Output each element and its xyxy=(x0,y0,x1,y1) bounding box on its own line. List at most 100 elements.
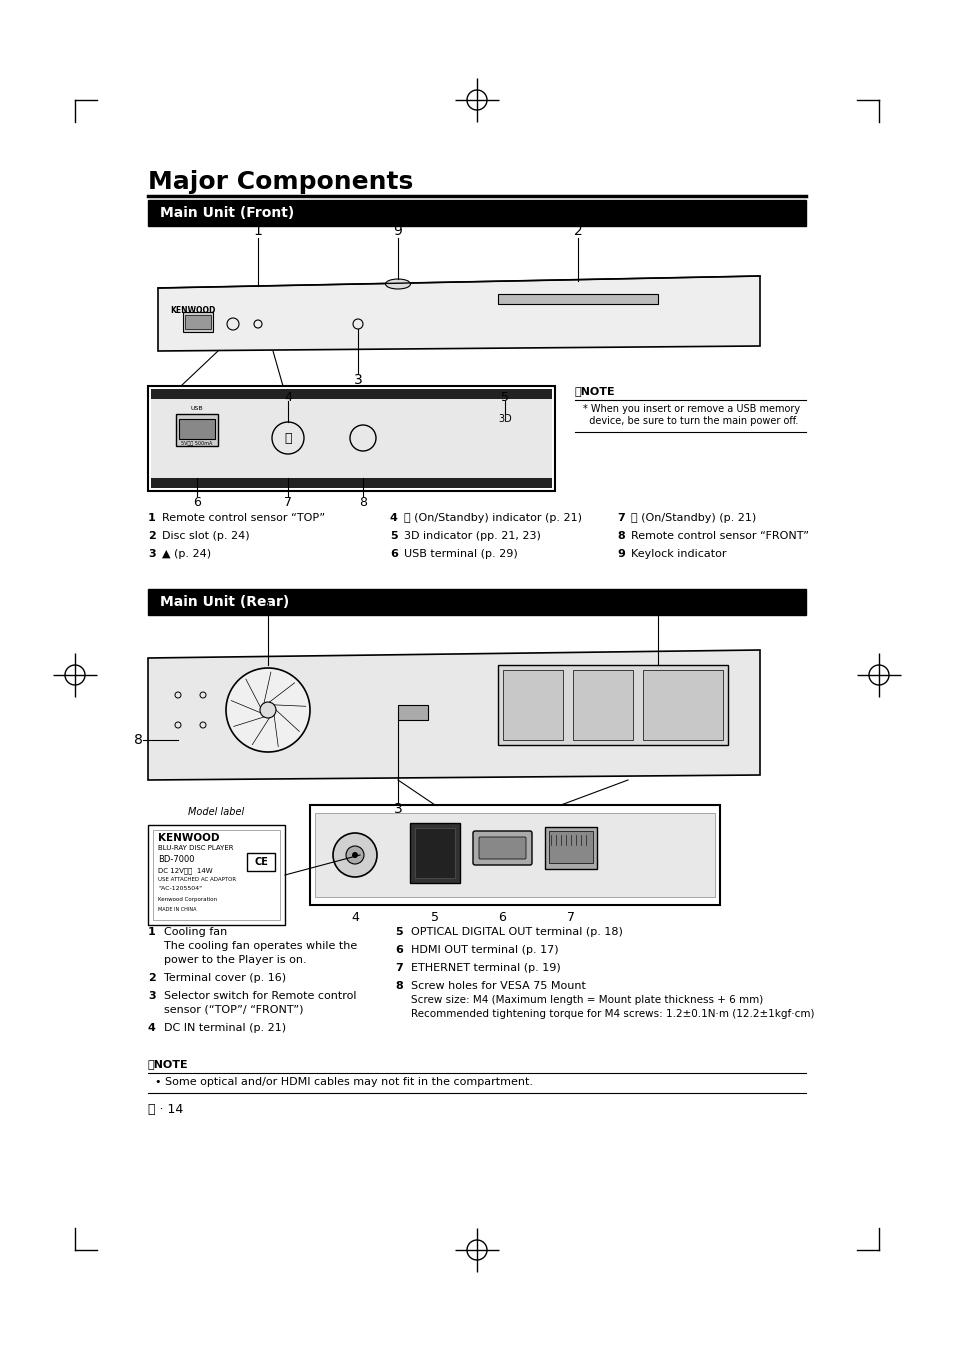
Text: HDMI OUT terminal (p. 17): HDMI OUT terminal (p. 17) xyxy=(411,945,558,954)
Circle shape xyxy=(333,833,376,878)
Text: 3: 3 xyxy=(354,373,362,387)
Text: Major Components: Major Components xyxy=(148,170,413,194)
Text: ⎙NOTE: ⎙NOTE xyxy=(148,1058,189,1069)
Text: Screw size: M4 (Maximum length = Mount plate thickness + 6 mm): Screw size: M4 (Maximum length = Mount p… xyxy=(411,995,762,1004)
Bar xyxy=(397,705,428,720)
Text: USB terminal (p. 29): USB terminal (p. 29) xyxy=(403,549,517,559)
Text: Cooling fan: Cooling fan xyxy=(164,927,227,937)
Text: Disc slot (p. 24): Disc slot (p. 24) xyxy=(162,531,250,541)
Text: ⏻ (On/Standby) indicator (p. 21): ⏻ (On/Standby) indicator (p. 21) xyxy=(403,513,581,522)
Text: 3: 3 xyxy=(394,802,402,815)
Text: 4: 4 xyxy=(390,513,397,522)
Text: 5: 5 xyxy=(390,531,397,541)
Text: Remote control sensor “TOP”: Remote control sensor “TOP” xyxy=(162,513,325,522)
Text: Terminal cover (p. 16): Terminal cover (p. 16) xyxy=(164,973,286,983)
Text: 8: 8 xyxy=(134,733,143,747)
FancyBboxPatch shape xyxy=(478,837,525,859)
Text: 3: 3 xyxy=(148,991,155,1000)
Text: 8: 8 xyxy=(395,981,402,991)
Text: 6: 6 xyxy=(498,911,506,923)
Bar xyxy=(152,830,280,919)
Bar xyxy=(642,670,722,740)
Text: 3D: 3D xyxy=(497,414,512,424)
Text: ⎙NOTE: ⎙NOTE xyxy=(575,386,615,396)
Text: 1: 1 xyxy=(253,224,262,238)
Bar xyxy=(151,389,552,400)
Text: 7: 7 xyxy=(617,513,624,522)
Bar xyxy=(573,670,633,740)
Circle shape xyxy=(272,423,304,454)
Bar xyxy=(148,825,285,925)
Text: ETHERNET terminal (p. 19): ETHERNET terminal (p. 19) xyxy=(411,963,560,973)
Text: 2: 2 xyxy=(573,224,581,238)
Text: BLU-RAY DISC PLAYER: BLU-RAY DISC PLAYER xyxy=(158,845,233,850)
Bar xyxy=(497,666,727,745)
Text: • Some optical and/or HDMI cables may not fit in the compartment.: • Some optical and/or HDMI cables may no… xyxy=(154,1077,533,1087)
Text: CE: CE xyxy=(253,857,268,867)
Text: 3: 3 xyxy=(148,549,155,559)
Text: Main Unit (Rear): Main Unit (Rear) xyxy=(160,595,289,609)
Text: 5V⏜⏜ 500mA: 5V⏜⏜ 500mA xyxy=(181,441,213,446)
Text: 4: 4 xyxy=(351,911,358,923)
Text: 4: 4 xyxy=(148,1023,155,1033)
Circle shape xyxy=(346,846,364,864)
Text: 4: 4 xyxy=(284,392,292,404)
Text: MADE IN CHINA: MADE IN CHINA xyxy=(158,907,196,913)
Text: Screw holes for VESA 75 Mount: Screw holes for VESA 75 Mount xyxy=(411,981,585,991)
Bar xyxy=(247,853,274,871)
Text: 2: 2 xyxy=(148,973,155,983)
Text: OPTICAL DIGITAL OUT terminal (p. 18): OPTICAL DIGITAL OUT terminal (p. 18) xyxy=(411,927,622,937)
Text: Model label: Model label xyxy=(188,807,244,817)
Text: 6: 6 xyxy=(395,945,402,954)
Text: 1: 1 xyxy=(263,601,273,616)
Text: 3D indicator (pp. 21, 23): 3D indicator (pp. 21, 23) xyxy=(403,531,540,541)
Text: 8: 8 xyxy=(358,495,367,509)
Text: DC 12V⏜⏜  14W: DC 12V⏜⏜ 14W xyxy=(158,867,213,873)
Text: 6: 6 xyxy=(390,549,397,559)
Text: "AC-1205504": "AC-1205504" xyxy=(158,886,202,891)
Text: sensor (“TOP”/ “FRONT”): sensor (“TOP”/ “FRONT”) xyxy=(164,1004,303,1015)
Ellipse shape xyxy=(385,279,410,289)
Text: ⏻: ⏻ xyxy=(284,432,292,444)
Text: power to the Player is on.: power to the Player is on. xyxy=(164,954,306,965)
Text: DC IN terminal (p. 21): DC IN terminal (p. 21) xyxy=(164,1023,286,1033)
Bar xyxy=(151,400,552,478)
Text: KENWOOD: KENWOOD xyxy=(158,833,219,842)
Bar xyxy=(544,828,597,869)
Text: Selector switch for Remote control: Selector switch for Remote control xyxy=(164,991,356,1000)
Bar xyxy=(185,315,211,329)
Bar xyxy=(183,312,213,332)
Text: Main Unit (Front): Main Unit (Front) xyxy=(160,207,294,220)
Text: 8: 8 xyxy=(617,531,624,541)
Bar xyxy=(310,805,720,904)
Bar xyxy=(497,294,658,304)
Bar xyxy=(502,670,562,740)
Bar xyxy=(148,589,805,616)
Text: 7: 7 xyxy=(566,911,575,923)
Polygon shape xyxy=(158,275,760,351)
Text: 5: 5 xyxy=(500,392,509,404)
Text: BD-7000: BD-7000 xyxy=(158,855,194,864)
Text: The cooling fan operates while the: The cooling fan operates while the xyxy=(164,941,356,950)
Text: 5: 5 xyxy=(431,911,438,923)
Circle shape xyxy=(260,702,275,718)
Text: 1: 1 xyxy=(148,513,155,522)
Bar xyxy=(314,813,714,896)
Circle shape xyxy=(226,668,310,752)
Bar xyxy=(410,824,459,883)
Text: 9: 9 xyxy=(617,549,624,559)
Text: 1: 1 xyxy=(148,927,155,937)
Text: ▲ (p. 24): ▲ (p. 24) xyxy=(162,549,211,559)
Bar xyxy=(175,414,218,446)
Text: ⓖ · 14: ⓖ · 14 xyxy=(148,1103,183,1116)
Text: * When you insert or remove a USB memory: * When you insert or remove a USB memory xyxy=(582,404,800,414)
Bar xyxy=(548,832,593,863)
Text: 6: 6 xyxy=(193,495,201,509)
Text: 9: 9 xyxy=(394,224,402,238)
Text: Kenwood Corporation: Kenwood Corporation xyxy=(158,896,217,902)
Bar xyxy=(151,478,552,487)
Bar xyxy=(148,200,805,225)
Bar xyxy=(179,418,214,439)
Bar xyxy=(148,386,555,491)
Circle shape xyxy=(350,425,375,451)
